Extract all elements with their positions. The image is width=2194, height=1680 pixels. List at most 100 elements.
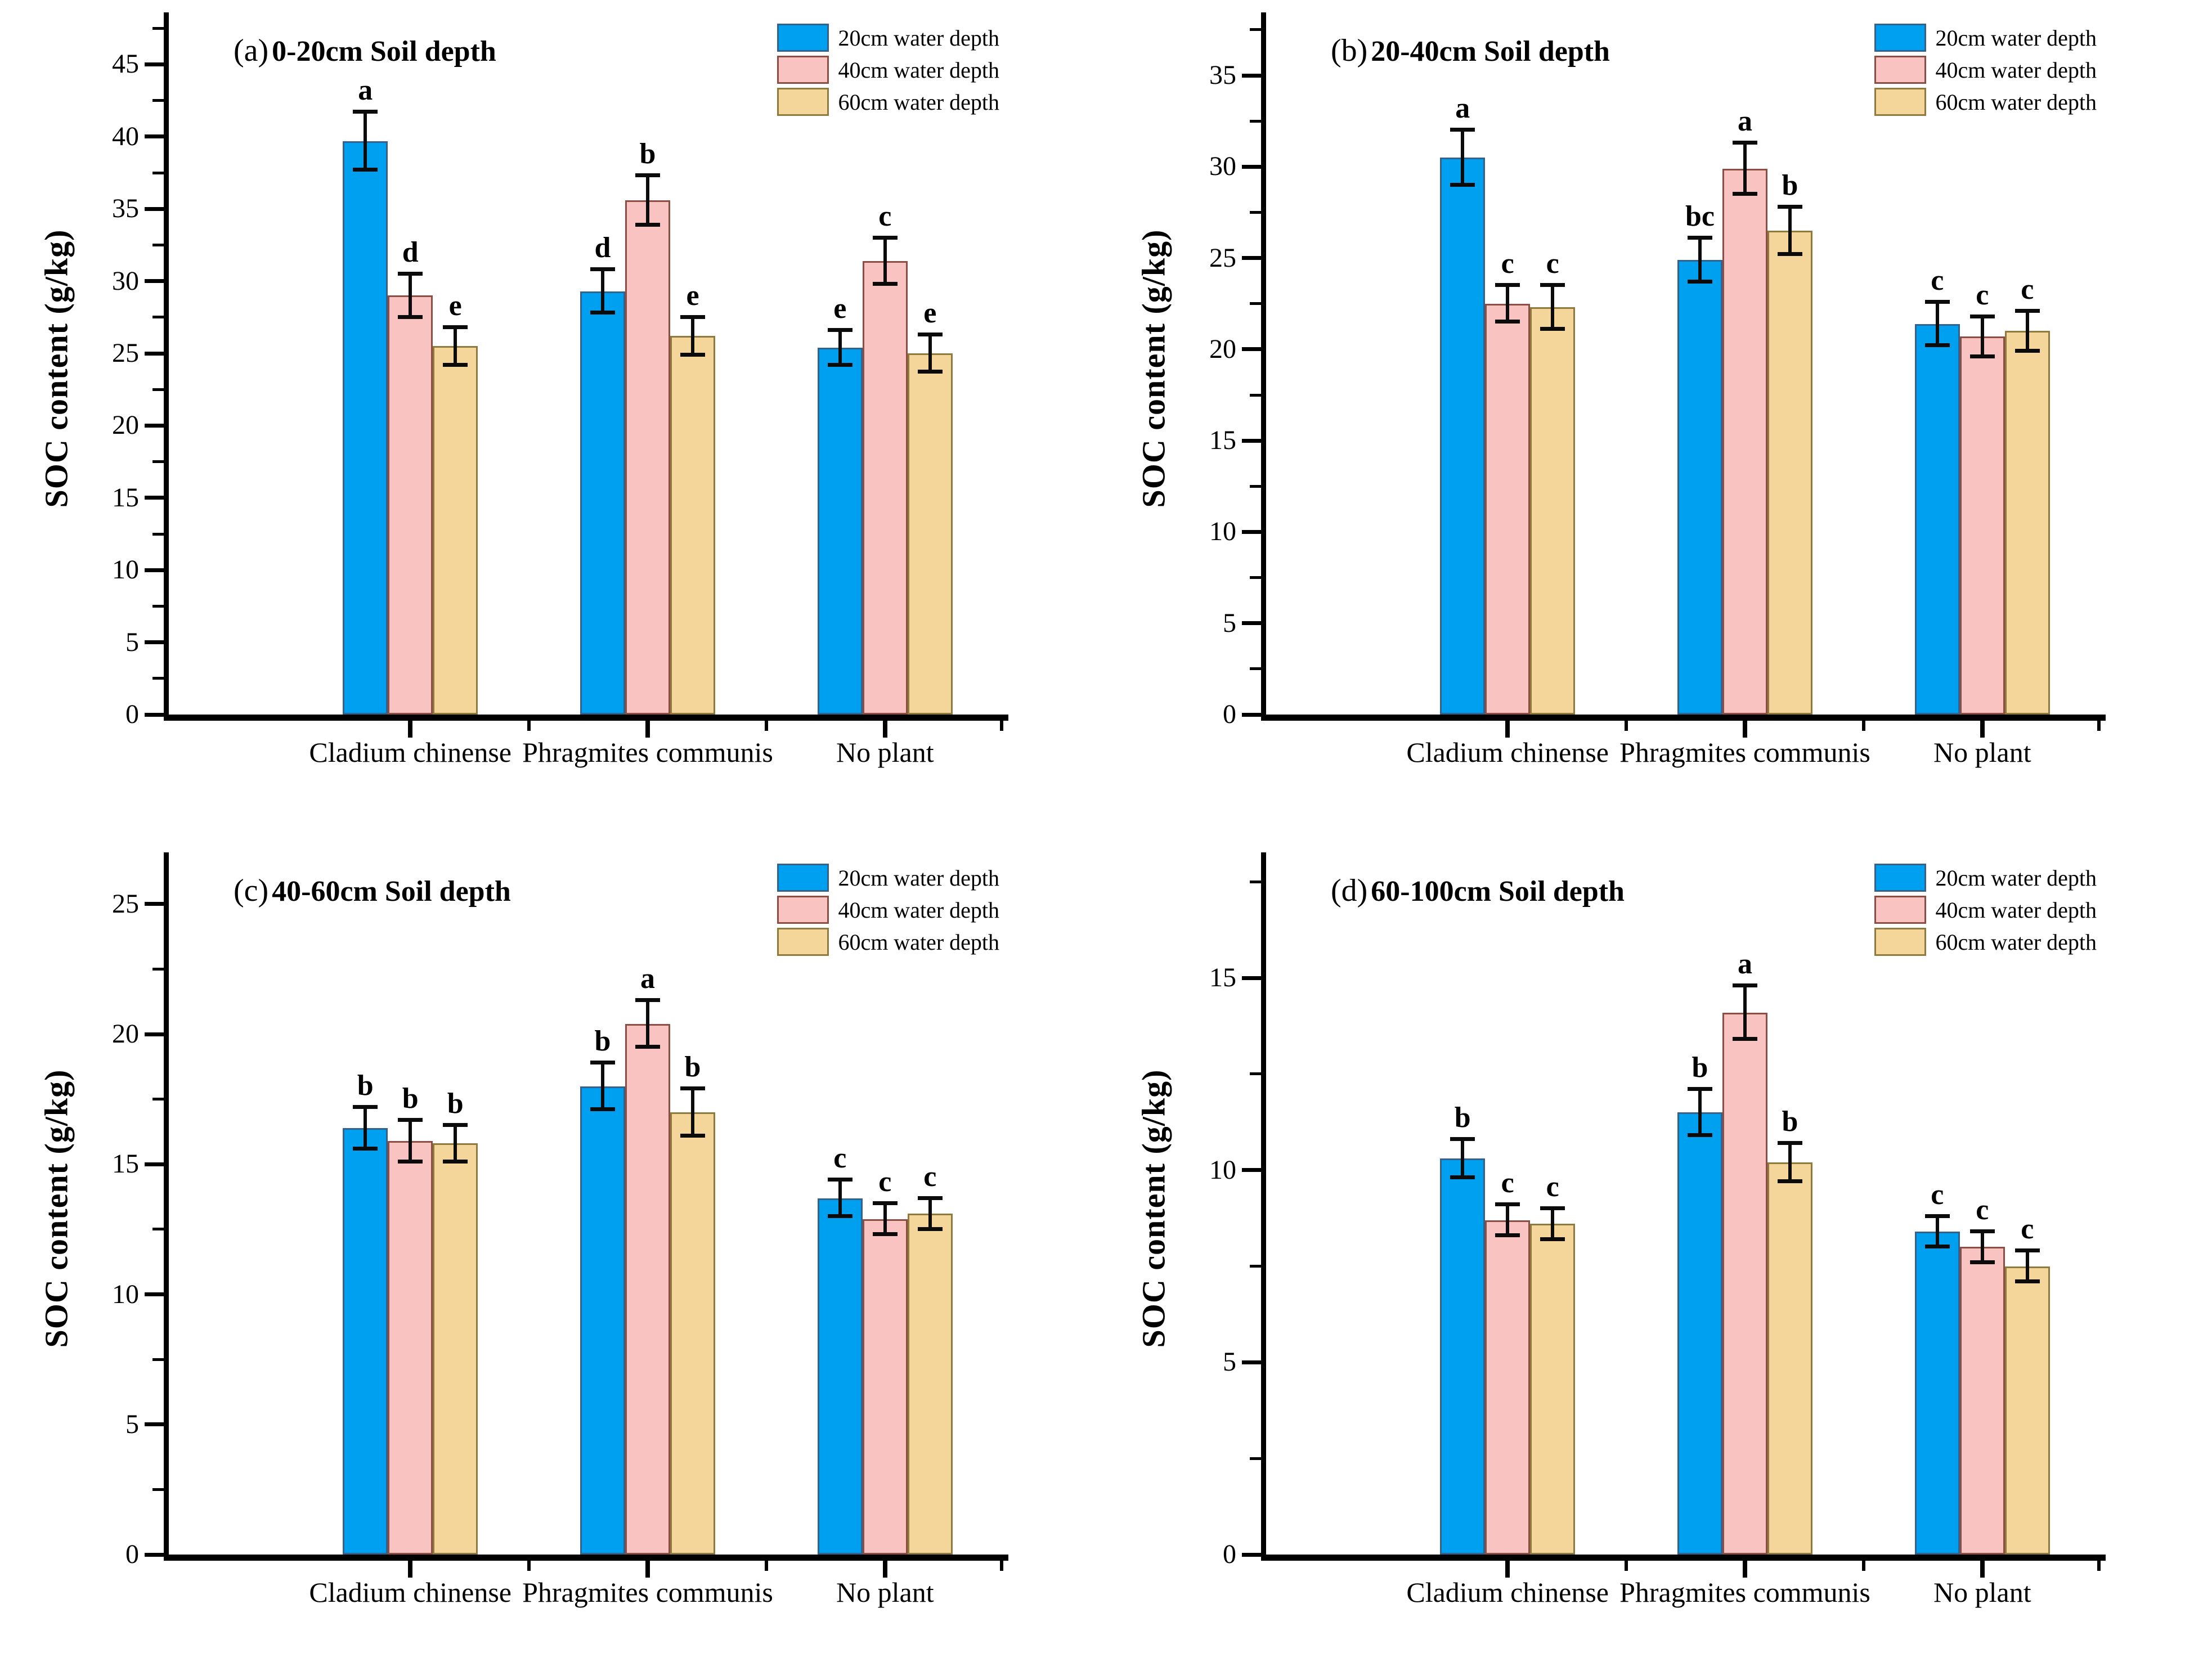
bar <box>388 1140 433 1555</box>
legend-item: 40cm water depth <box>777 56 999 84</box>
error-bar-cap-bottom <box>680 352 705 357</box>
error-bar-cap-top <box>1924 299 1950 304</box>
sig-letter: c <box>923 1160 937 1193</box>
error-bar <box>883 1203 887 1235</box>
y-tick <box>145 640 164 645</box>
error-bar-cap-bottom <box>1733 1037 1757 1041</box>
legend-label: 40cm water depth <box>1935 57 2097 83</box>
error-bar-cap-bottom <box>1778 252 1802 257</box>
y-tick-label: 20 <box>112 410 139 441</box>
y-tick <box>1242 621 1261 626</box>
sig-letter: c <box>1976 278 1989 311</box>
sig-letter: b <box>1782 169 1798 201</box>
y-minor-tick <box>152 1228 164 1231</box>
y-tick <box>145 1422 164 1427</box>
x-tick <box>882 1561 887 1578</box>
y-minor-tick <box>152 460 164 464</box>
bar <box>1440 1158 1486 1555</box>
x-tick <box>1743 1561 1747 1578</box>
error-bar-cap-bottom <box>680 1133 705 1138</box>
bar <box>1959 1247 2005 1555</box>
y-tick <box>145 902 164 906</box>
error-bar-cap-top <box>1969 314 1995 318</box>
error-bar <box>1551 1209 1555 1239</box>
error-bar <box>838 1180 842 1216</box>
legend-swatch <box>1874 864 1927 892</box>
x-tick <box>882 721 887 738</box>
error-bar <box>1698 1089 1702 1136</box>
y-tick-label: 20 <box>112 1019 139 1049</box>
error-bar-cap-bottom <box>2014 349 2040 353</box>
y-tick-label: 15 <box>112 1149 139 1179</box>
legend-item: 40cm water depth <box>1874 896 2097 924</box>
x-minor-tick <box>764 721 768 731</box>
error-bar-cap-top <box>353 1104 378 1109</box>
y-tick <box>145 1032 164 1036</box>
error-bar <box>409 1120 412 1162</box>
error-bar <box>2025 1251 2029 1282</box>
x-minor-tick <box>2097 721 2101 731</box>
error-bar-cap-top <box>1688 235 1712 240</box>
y-axis-line <box>1261 852 1266 1561</box>
x-minor-tick <box>1861 1561 1865 1571</box>
sig-letter: c <box>878 1165 892 1198</box>
panel-title-text: 20-40cm Soil depth <box>1371 35 1610 68</box>
legend-swatch <box>1874 88 1927 116</box>
error-bar-cap-top <box>2014 308 2040 313</box>
y-tick-label: 0 <box>1223 699 1236 729</box>
y-tick <box>145 351 164 356</box>
legend-swatch <box>777 24 829 52</box>
legend-label: 60cm water depth <box>1935 89 2097 115</box>
legend: 20cm water depth 40cm water depth 60cm wat… <box>1874 24 2097 120</box>
legend-swatch <box>777 88 829 116</box>
bar <box>1767 230 1812 715</box>
y-minor-tick <box>1250 211 1261 214</box>
error-bar <box>646 1000 649 1048</box>
legend-label: 40cm water depth <box>1935 897 2097 923</box>
sig-letter: c <box>833 1142 847 1175</box>
error-bar-cap-top <box>1495 1202 1520 1207</box>
legend-item: 60cm water depth <box>777 928 999 956</box>
error-bar <box>883 237 887 284</box>
y-tick-label: 35 <box>1209 60 1236 91</box>
legend-swatch <box>1874 896 1927 924</box>
y-minor-tick <box>152 968 164 971</box>
bar <box>1959 336 2005 715</box>
error-bar-cap-top <box>635 173 660 178</box>
sig-letter: b <box>684 1051 701 1084</box>
x-axis-line <box>1261 715 2106 721</box>
x-axis-line <box>164 1555 1008 1561</box>
x-axis-line <box>1261 1555 2106 1561</box>
x-category-label: No plant <box>1933 736 2031 768</box>
error-bar-cap-bottom <box>1495 320 1520 324</box>
y-minor-tick <box>1250 119 1261 123</box>
legend-swatch <box>1874 928 1927 956</box>
y-minor-tick <box>1250 667 1261 671</box>
sig-letter: c <box>1546 248 1559 280</box>
bar <box>817 1198 863 1555</box>
y-tick-label: 30 <box>1209 151 1236 182</box>
error-bar-cap-bottom <box>353 1146 378 1151</box>
x-axis-line <box>164 715 1008 721</box>
error-bar-cap-top <box>398 1117 423 1122</box>
y-tick-label: 0 <box>125 1539 139 1569</box>
legend-item: 60cm water depth <box>1874 928 2097 956</box>
sig-letter: d <box>402 236 419 268</box>
error-bar-cap-top <box>872 235 898 240</box>
sig-letter: b <box>1692 1052 1708 1084</box>
y-tick <box>1242 347 1261 352</box>
error-bar <box>1743 985 1747 1040</box>
legend: 20cm water depth 40cm water depth 60cm wat… <box>777 864 999 960</box>
error-bar-cap-bottom <box>1450 182 1475 187</box>
legend: 20cm water depth 40cm water depth 60cm wat… <box>777 24 999 120</box>
sig-letter: a <box>1738 947 1752 980</box>
y-tick <box>145 279 164 284</box>
y-tick-label: 15 <box>1209 963 1236 992</box>
error-bar-cap-top <box>827 327 853 332</box>
sig-letter: c <box>1501 248 1514 280</box>
panel-tag: (a) <box>234 33 269 68</box>
x-tick <box>1980 721 1985 738</box>
bar <box>1722 168 1767 715</box>
error-bar <box>691 1089 694 1136</box>
y-tick-label: 10 <box>112 555 139 585</box>
